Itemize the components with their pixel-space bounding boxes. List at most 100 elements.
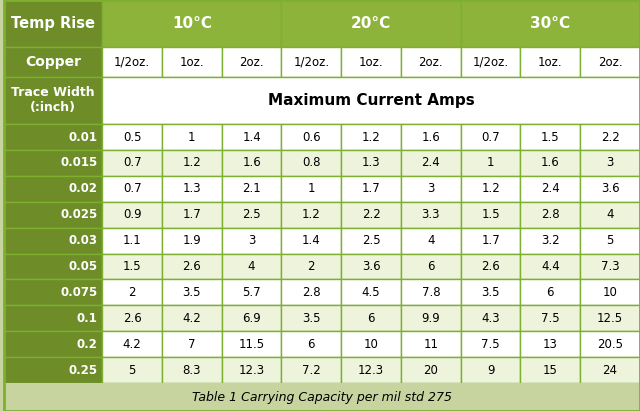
Bar: [162, 150, 221, 176]
Bar: [341, 47, 401, 77]
Text: 0.02: 0.02: [68, 182, 98, 195]
Bar: [102, 254, 162, 279]
Bar: [102, 77, 640, 124]
Text: 20.5: 20.5: [597, 338, 623, 351]
Text: 24: 24: [603, 364, 618, 376]
Bar: [282, 305, 341, 331]
Bar: [221, 47, 282, 77]
Text: 1.6: 1.6: [541, 157, 560, 169]
Text: 0.7: 0.7: [481, 131, 500, 143]
Bar: [341, 228, 401, 254]
Bar: [221, 279, 282, 305]
Bar: [520, 357, 580, 383]
Text: 3: 3: [427, 182, 435, 195]
Bar: [520, 124, 580, 150]
Text: 4: 4: [427, 234, 435, 247]
Bar: [520, 279, 580, 305]
Bar: [4, 331, 102, 357]
Text: 3.5: 3.5: [182, 286, 201, 299]
Bar: [461, 305, 520, 331]
Text: Table 1 Carrying Capacity per mil std 275: Table 1 Carrying Capacity per mil std 27…: [192, 390, 452, 404]
Text: 1.1: 1.1: [123, 234, 141, 247]
Text: 1oz.: 1oz.: [538, 55, 563, 69]
Text: 0.075: 0.075: [61, 286, 98, 299]
Bar: [461, 202, 520, 228]
Bar: [4, 357, 102, 383]
Text: 4: 4: [606, 208, 614, 221]
Bar: [102, 124, 162, 150]
Text: 12.3: 12.3: [239, 364, 265, 376]
Text: 0.025: 0.025: [61, 208, 98, 221]
Text: 1.3: 1.3: [362, 157, 380, 169]
Bar: [401, 228, 461, 254]
Text: 7.5: 7.5: [541, 312, 560, 325]
Bar: [461, 228, 520, 254]
Bar: [102, 176, 162, 202]
Bar: [580, 305, 640, 331]
Bar: [4, 150, 102, 176]
Text: 11: 11: [423, 338, 438, 351]
Bar: [162, 202, 221, 228]
Text: 9: 9: [487, 364, 494, 376]
Bar: [520, 176, 580, 202]
Bar: [282, 150, 341, 176]
Text: 2.5: 2.5: [362, 234, 380, 247]
Text: 2.6: 2.6: [123, 312, 141, 325]
Text: 1: 1: [487, 157, 494, 169]
Text: 0.015: 0.015: [61, 157, 98, 169]
Bar: [221, 331, 282, 357]
Bar: [461, 150, 520, 176]
Text: 3.3: 3.3: [422, 208, 440, 221]
Text: 12.3: 12.3: [358, 364, 384, 376]
Text: 4.3: 4.3: [481, 312, 500, 325]
Bar: [282, 254, 341, 279]
Bar: [221, 228, 282, 254]
Bar: [102, 150, 162, 176]
Text: 10°C: 10°C: [172, 16, 212, 31]
Bar: [341, 279, 401, 305]
Bar: [341, 357, 401, 383]
Bar: [102, 0, 282, 47]
Bar: [580, 331, 640, 357]
Bar: [282, 331, 341, 357]
Text: 3.5: 3.5: [481, 286, 500, 299]
Bar: [162, 228, 221, 254]
Text: 13: 13: [543, 338, 558, 351]
Bar: [520, 150, 580, 176]
Text: 7.2: 7.2: [302, 364, 321, 376]
Text: 11.5: 11.5: [239, 338, 265, 351]
Text: 1.2: 1.2: [481, 182, 500, 195]
Bar: [461, 47, 520, 77]
Bar: [401, 254, 461, 279]
Bar: [4, 77, 102, 124]
Text: 3.5: 3.5: [302, 312, 321, 325]
Text: 2.6: 2.6: [481, 260, 500, 273]
Text: 0.7: 0.7: [123, 182, 141, 195]
Bar: [4, 0, 102, 47]
Bar: [401, 47, 461, 77]
Text: 10: 10: [603, 286, 618, 299]
Text: 1.5: 1.5: [541, 131, 560, 143]
Text: 2oz.: 2oz.: [598, 55, 623, 69]
Text: 4.2: 4.2: [182, 312, 201, 325]
Text: 7: 7: [188, 338, 196, 351]
Bar: [520, 305, 580, 331]
Text: 1.6: 1.6: [422, 131, 440, 143]
Text: 0.9: 0.9: [123, 208, 141, 221]
Text: 1.2: 1.2: [182, 157, 201, 169]
Bar: [520, 331, 580, 357]
Text: 2.2: 2.2: [601, 131, 620, 143]
Bar: [4, 254, 102, 279]
Bar: [520, 228, 580, 254]
Text: 12.5: 12.5: [597, 312, 623, 325]
Text: 9.9: 9.9: [422, 312, 440, 325]
Text: Maximum Current Amps: Maximum Current Amps: [268, 93, 474, 108]
Text: 4.2: 4.2: [123, 338, 141, 351]
Text: 0.6: 0.6: [302, 131, 321, 143]
Text: 6: 6: [427, 260, 435, 273]
Bar: [401, 124, 461, 150]
Text: 1/2oz.: 1/2oz.: [293, 55, 330, 69]
Text: 0.7: 0.7: [123, 157, 141, 169]
Bar: [520, 47, 580, 77]
Bar: [282, 176, 341, 202]
